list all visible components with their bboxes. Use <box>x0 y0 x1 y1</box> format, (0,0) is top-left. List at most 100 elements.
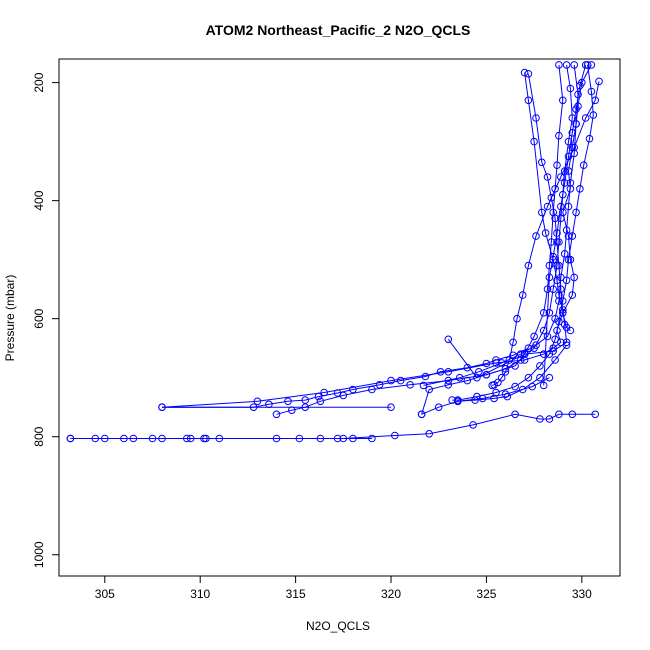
data-point <box>555 410 563 419</box>
data-point <box>539 309 548 317</box>
data-point <box>581 114 590 122</box>
data-point <box>518 385 527 394</box>
series-profile <box>539 61 590 390</box>
series-profile <box>444 68 571 382</box>
series-line <box>70 413 596 439</box>
data-point <box>545 261 554 270</box>
data-point <box>572 105 580 113</box>
series-profile <box>488 77 603 390</box>
data-point <box>253 397 262 406</box>
data-point <box>375 381 384 389</box>
data-point <box>562 61 571 69</box>
chart-title: ATOM2 Northeast_Pacific_2 N2O_QCLS <box>206 22 471 38</box>
data-point <box>551 185 559 193</box>
data-point <box>425 385 434 394</box>
data-point <box>349 385 357 394</box>
data-point <box>497 373 506 382</box>
data-point <box>478 394 487 403</box>
data-point <box>396 376 405 385</box>
data-point <box>339 434 348 443</box>
series-layer <box>66 61 603 443</box>
x-tick-label: 330 <box>572 587 592 601</box>
data-point <box>425 430 434 438</box>
data-point <box>419 381 428 390</box>
series-line <box>452 64 594 401</box>
plot-frame <box>58 58 621 577</box>
data-point <box>436 368 445 376</box>
data-point <box>520 68 529 77</box>
data-point <box>557 214 565 223</box>
data-point <box>551 335 559 344</box>
series-profile <box>66 410 600 443</box>
data-point <box>545 373 554 382</box>
x-axis-label: N2O_QCLS <box>306 619 370 633</box>
data-point <box>560 250 569 258</box>
data-point <box>536 362 544 370</box>
data-point <box>421 372 430 381</box>
data-point <box>568 291 577 299</box>
data-point <box>501 390 510 399</box>
data-point <box>444 381 453 389</box>
data-point <box>560 179 569 187</box>
data-point <box>591 96 600 105</box>
data-point <box>587 87 596 96</box>
data-point <box>249 403 258 412</box>
data-point <box>557 173 565 181</box>
data-point <box>532 114 540 122</box>
series-profile <box>419 61 582 390</box>
data-point <box>301 403 310 412</box>
y-tick-label: 600 <box>32 308 46 328</box>
data-point <box>543 332 552 341</box>
data-point <box>406 381 414 389</box>
data-point <box>509 338 517 347</box>
data-point <box>517 356 525 364</box>
data-point <box>566 255 575 264</box>
data-point <box>564 255 573 264</box>
x-tick-label: 315 <box>286 587 306 601</box>
data-point <box>183 434 191 443</box>
data-point <box>490 394 498 403</box>
series-profile <box>448 61 598 404</box>
data-point <box>568 114 577 122</box>
data-point <box>536 415 544 423</box>
data-point <box>557 202 565 211</box>
data-point <box>572 120 580 128</box>
data-point <box>555 317 563 326</box>
data-point <box>551 356 559 364</box>
data-point <box>581 61 590 69</box>
y-tick-label: 800 <box>32 426 46 446</box>
data-point <box>559 297 567 305</box>
data-point <box>553 229 561 237</box>
series-profile <box>272 61 567 419</box>
data-point <box>387 403 395 412</box>
data-point <box>568 232 577 240</box>
data-point <box>488 381 497 390</box>
data-point <box>524 373 533 382</box>
data-point <box>492 356 500 364</box>
data-point <box>541 229 550 237</box>
data-point <box>288 406 296 415</box>
data-point <box>434 403 443 412</box>
data-point <box>272 410 281 419</box>
data-point <box>564 137 573 146</box>
data-point <box>511 410 519 419</box>
x-tick-label: 320 <box>381 587 401 601</box>
data-point <box>545 273 554 282</box>
data-point <box>570 149 579 158</box>
data-point <box>566 84 575 93</box>
data-point <box>368 434 376 443</box>
data-point <box>301 396 310 404</box>
data-point <box>553 276 561 285</box>
data-point <box>265 400 273 409</box>
data-point <box>549 252 558 261</box>
data-point <box>543 202 552 211</box>
data-point <box>202 434 210 443</box>
data-point <box>595 77 603 86</box>
data-point <box>543 285 552 294</box>
data-point <box>444 368 453 376</box>
data-point <box>555 61 563 69</box>
data-point <box>469 421 477 429</box>
data-point <box>314 392 323 401</box>
data-point <box>551 214 559 223</box>
data-point <box>444 335 453 344</box>
